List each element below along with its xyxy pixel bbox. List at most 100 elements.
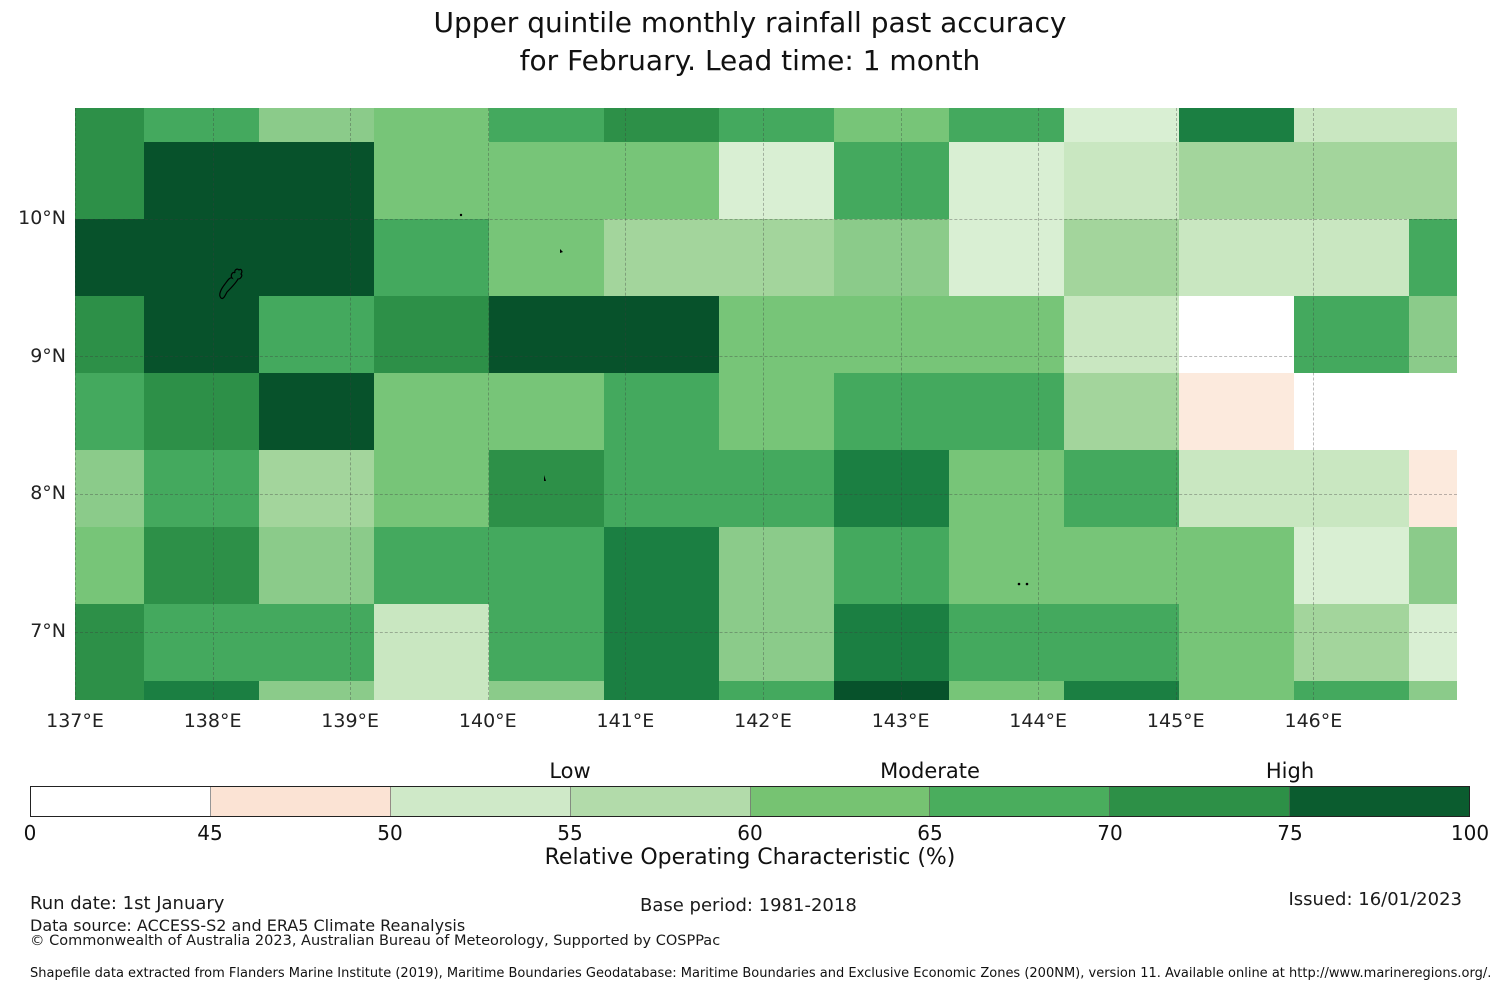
heatmap-cell [1064,219,1179,296]
heatmap-cell [1294,450,1409,527]
heatmap-cell [604,108,719,142]
x-axis-tick-label: 146°E [1284,710,1343,732]
heatmap-cell [374,604,489,681]
heatmap-cell [719,681,834,700]
heatmap-cell [719,142,834,219]
y-axis-tick-label: 8°N [30,482,66,505]
heatmap-cell [834,219,949,296]
heatmap-cell [144,108,259,142]
heatmap-cell [1294,527,1409,604]
heatmap-cell [1409,373,1457,450]
heatmap-cell [144,373,259,450]
heatmap-cell [834,142,949,219]
heatmap-cell [1064,604,1179,681]
heatmap-cell [1179,108,1294,142]
heatmap-cell [1409,450,1457,527]
gridline-vertical [75,108,76,700]
gridline-vertical [350,108,352,700]
heatmap-cell [949,681,1064,700]
colorbar-tick-label: 0 [23,821,37,845]
gridline-horizontal [75,356,1457,357]
heatmap-cell [604,604,719,681]
gridline-horizontal [75,219,1457,220]
heatmap-cell [374,142,489,219]
chart-title-line1: Upper quintile monthly rainfall past acc… [433,6,1067,39]
heatmap-cell [719,219,834,296]
colorbar [30,786,1470,817]
heatmap-cell [374,108,489,142]
heatmap-cell [834,527,949,604]
chart-title-line2: for February. Lead time: 1 month [519,44,981,77]
heatmap-cell [834,681,949,700]
data-source-text: Data source: ACCESS-S2 and ERA5 Climate … [30,916,466,935]
heatmap-cell [144,219,259,296]
heatmap-cell [719,108,834,142]
heatmap-cell [489,681,604,700]
heatmap-cell [1409,604,1457,681]
y-axis-tick-label: 9°N [30,344,66,367]
heatmap-cell [604,296,719,373]
x-axis-tick-label: 141°E [596,710,655,732]
heatmap-cell [1179,296,1294,373]
heatmap-cell [1179,219,1294,296]
heatmap-cell [374,527,489,604]
heatmap-cell [604,527,719,604]
heatmap-cell [75,108,144,142]
colorbar-segment [750,787,931,816]
heatmap-cell [1064,108,1179,142]
heatmap-cell [834,450,949,527]
run-date-text: Run date: 1st January [30,893,225,914]
heatmap-cell [949,450,1064,527]
colorbar-tick-label: 50 [377,821,403,845]
colorbar-axis-label: Relative Operating Characteristic (%) [544,845,956,870]
heatmap-cell [144,450,259,527]
heatmap-cell [1409,142,1457,219]
heatmap-cell [75,604,144,681]
heatmap-cell [374,373,489,450]
colorbar-tick-label: 70 [1097,821,1123,845]
heatmap-cell [1294,108,1409,142]
heatmap-cell [75,681,144,700]
heatmap-cell [259,527,374,604]
heatmap-cell [834,296,949,373]
heatmap-cell [144,681,259,700]
heatmap-cell [489,219,604,296]
x-axis-tick-label: 139°E [321,710,380,732]
heatmap-cell [719,604,834,681]
colorbar-tick-label: 100 [1450,821,1490,845]
heatmap-cell [1409,681,1457,700]
heatmap-cell [259,142,374,219]
heatmap-cell [1294,219,1409,296]
heatmap-cell [1294,142,1409,219]
heatmap-cell [834,108,949,142]
gridline-vertical [212,108,214,700]
heatmap-cell [1064,373,1179,450]
heatmap-cell [1409,296,1457,373]
heatmap-cell [949,296,1064,373]
x-axis-tick-label: 145°E [1146,710,1205,732]
heatmap-cell [719,296,834,373]
heatmap-cell [489,373,604,450]
x-axis-tick-label: 137°E [46,710,104,732]
heatmap-cell [144,527,259,604]
x-axis-tick-label: 144°E [1009,710,1068,732]
heatmap-cell [1409,108,1457,142]
colorbar-segment [1290,787,1469,816]
x-axis-tick-label: 142°E [734,710,792,732]
heatmap-cell [1179,450,1294,527]
heatmap-plot-area [75,108,1457,700]
colorbar-segment [390,787,571,816]
colorbar-segment [1110,787,1291,816]
base-period-text: Base period: 1981-2018 [640,895,857,916]
heatmap-cell [259,219,374,296]
heatmap-cell [604,142,719,219]
heatmap-cell [1179,142,1294,219]
x-axis-tick-label: 140°E [458,710,517,732]
gridline-vertical [625,108,627,700]
colorbar-category-label: Low [549,759,591,783]
heatmap-cell [489,108,604,142]
colorbar-tick-label: 65 [917,821,943,845]
heatmap-cell [719,373,834,450]
colorbar-category-label: Moderate [880,759,980,783]
